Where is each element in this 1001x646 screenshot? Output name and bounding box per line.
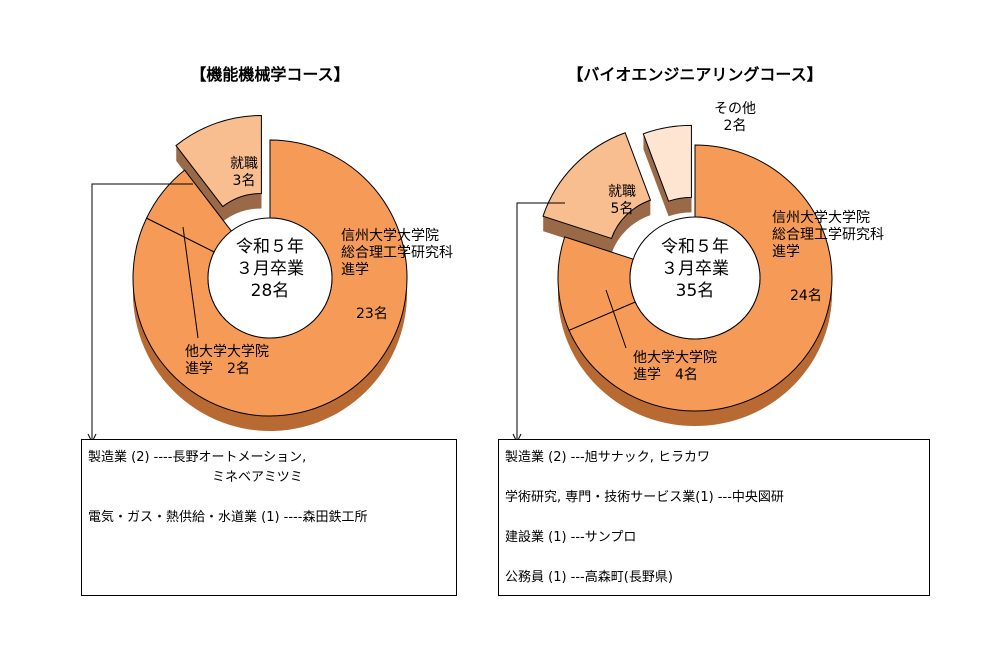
slice-others	[642, 124, 692, 202]
chart-title: 【バイオエンジニアリングコース】	[567, 65, 822, 84]
slice-label-other-grad: 他大学大学院	[185, 344, 269, 360]
center-text-line: 28名	[251, 281, 290, 301]
slice-value-shinshu: 24名	[790, 288, 822, 304]
details-box-bio: 製造業 (2) ---旭サナック, ヒラカワ学術研究, 専門・技術サービス業(1…	[498, 439, 930, 596]
slice-label-other-grad: 進学 4名	[633, 367, 698, 383]
donut-hole	[207, 217, 333, 339]
slice-label-employ: 3名	[233, 173, 256, 189]
slice-label-employ: 就職	[608, 184, 636, 200]
chart-title: 【機能機械学コース】	[190, 65, 349, 84]
details-gap	[505, 508, 923, 528]
slice-employ	[542, 132, 652, 240]
slice-label-employ: 就職	[230, 156, 258, 172]
slice-label-shinshu: 進学	[341, 262, 369, 278]
center-text-line: 35名	[676, 281, 715, 301]
slice-label-shinshu: 信州大学大学院	[341, 228, 439, 244]
callout-connector	[91, 183, 193, 442]
slice-label-employ: 5名	[611, 201, 634, 217]
slice-value-shinshu: 23名	[356, 306, 388, 322]
center-text-line: 令和５年	[236, 237, 304, 257]
details-line: 建設業 (1) ---サンプロ	[505, 530, 637, 545]
leader-line	[182, 226, 199, 339]
donut-hole	[629, 216, 761, 340]
details-line: 製造業 (2) ---旭サナック, ヒラカワ	[505, 450, 711, 465]
slice-employ	[175, 114, 262, 208]
details-gap	[505, 548, 923, 568]
details-line: 製造業 (2) ----長野オートメーション,	[88, 450, 307, 465]
details-gap	[505, 468, 923, 488]
slice-label-shinshu: 総合理工学研究科	[341, 245, 453, 261]
center-text-line: 令和５年	[661, 237, 729, 257]
details-line: 電気・ガス・熱供給・水道業 (1) ----森田鉄工所	[88, 510, 368, 525]
center-text-line: ３月卒業	[661, 259, 729, 279]
slice-label-other-grad: 進学 2名	[185, 361, 250, 377]
leader-line	[605, 289, 627, 349]
slice-label-others: 2名	[724, 118, 747, 134]
slice-label-shinshu: 信州大学大学院	[772, 210, 870, 226]
callout-connector	[516, 202, 565, 442]
details-line: ミネベアミツミ	[88, 470, 303, 485]
details-gap	[88, 488, 450, 508]
slice-label-others: その他	[714, 101, 756, 117]
details-line: 公務員 (1) ---高森町(長野県)	[505, 570, 673, 585]
slice-label-other-grad: 他大学大学院	[633, 350, 717, 366]
slice-label-shinshu: 進学	[772, 244, 800, 260]
center-text-line: ３月卒業	[236, 259, 304, 279]
details-box-mechanical: 製造業 (2) ----長野オートメーション, ミネベアミツミ電気・ガス・熱供給…	[81, 439, 457, 596]
slice-label-shinshu: 総合理工学研究科	[772, 227, 884, 243]
details-line: 学術研究, 専門・技術サービス業(1) ---中央図研	[505, 490, 784, 505]
